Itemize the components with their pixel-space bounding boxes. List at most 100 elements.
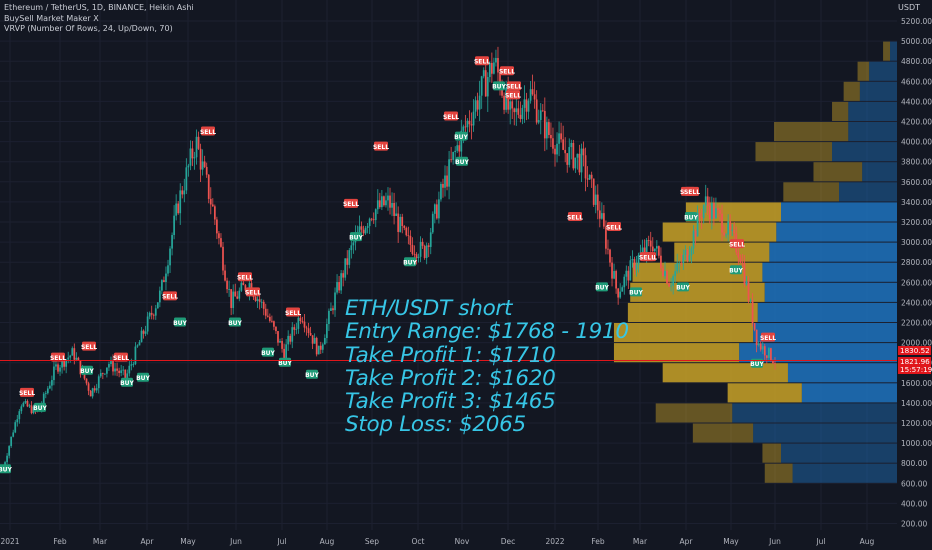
vp-up-bar [732,403,897,423]
buy-signal [279,357,291,367]
candle-body [421,241,424,246]
vp-up-bar [862,162,897,182]
price-tick-label: 4800.00 [901,57,932,66]
time-tick-label: 2022 [545,537,564,546]
candle-body [277,331,279,343]
candle-body [319,345,322,350]
buy-signal [350,232,362,242]
candle-body [389,195,391,208]
candle-body [749,300,752,301]
vp-down-bar [764,463,793,483]
candle-body [26,400,29,407]
candle-body [218,233,220,239]
time-axis[interactable]: 2021 Feb Mar Apr May Jun Jul Aug Sep Oct Nov Dec 202… [0,530,932,550]
candle-body [315,337,318,355]
candle-body [490,62,493,74]
annotation-tp3: Take Profit 3: $1465 [345,389,556,415]
candle-body [238,290,241,299]
candle-body [672,276,675,286]
sell-signal [730,239,744,249]
time-tick-label: Jul [815,537,825,546]
candle-body [287,335,290,345]
candle-body [234,291,237,297]
candle-body [682,254,685,264]
candle-body [751,300,754,324]
candle-body [684,250,687,255]
candle-body [456,145,459,151]
candle-body [130,364,133,366]
candle-body [136,345,139,347]
candle-body [438,199,440,219]
vp-up-bar [781,202,897,222]
candle-body [774,363,776,364]
candle-body [203,161,206,167]
candle-body [205,166,208,175]
vp-up-bar [764,282,897,302]
candle-body [613,271,615,279]
candle-body [183,190,186,195]
candle-body [226,280,228,290]
candle-body [334,292,336,311]
symbol-title[interactable]: Ethereum / TetherUS, 1D, BINANCE, Heikin… [4,3,194,12]
candle-body [258,299,261,302]
candle-body [301,321,304,322]
price-axis-bg [897,0,932,550]
candle-body [745,281,748,285]
candle-body [531,89,534,95]
candle-body [688,255,691,261]
candle-body [552,138,554,149]
sell-signal [201,126,215,136]
candle-body [523,99,526,108]
price-tag [898,357,931,366]
candle-body [275,326,277,332]
candle-body [627,270,630,281]
price-axis[interactable]: 200.00 400.00 600.00 800.00 1000.00 1200.00 14… [897,0,932,550]
buy-signal-label: BUY [228,320,242,327]
price-tick-label: 5200.00 [901,17,932,26]
buy-signal [174,317,186,327]
candle-body [521,107,524,119]
candle-body [112,359,114,372]
candle-body [643,247,646,254]
time-tick-label: May [180,537,196,546]
candle-body [108,364,110,368]
candle-body [142,330,145,334]
sell-signal-label: SELL [50,355,66,362]
candle-body [124,369,127,378]
buy-signal-label: BUY [120,380,134,387]
candle-body [22,402,25,407]
buy-signal [121,377,133,387]
candle-body [73,348,76,360]
candle-body [566,153,569,165]
candle-body [448,159,450,187]
candle-body [633,259,636,270]
buy-signal [493,81,505,91]
indicator-vrvp[interactable]: VRVP (Number Of Rows, 24, Up/Down, 70) [4,24,173,33]
vp-down-bar [843,81,860,101]
candle-body [678,262,681,264]
sell-signal-label: SELL [567,214,583,221]
candle-body [582,148,585,156]
candle-body [554,148,556,155]
sell-signal [507,81,521,91]
candle-body [118,370,120,374]
candle-body [493,62,495,74]
time-tick-label: Aug [860,537,875,546]
candle-body [372,219,375,221]
sell-signal-label: SELL [343,201,359,208]
candle-body [193,157,196,159]
candle-body [163,280,165,283]
price-tick-label: 3600.00 [901,178,932,187]
candle-body [285,344,288,359]
buy-signal [137,372,149,382]
candle-body [16,419,19,423]
candle-body [103,373,106,375]
price-tick-label: 4400.00 [901,97,932,106]
indicator-buysell[interactable]: BuySell Market Maker X [4,13,99,23]
time-axis-bg [0,530,932,550]
price-tick-label: 1200.00 [901,419,932,428]
price-tag [898,346,931,355]
candle-body [46,388,49,394]
sell-signal [246,287,260,297]
